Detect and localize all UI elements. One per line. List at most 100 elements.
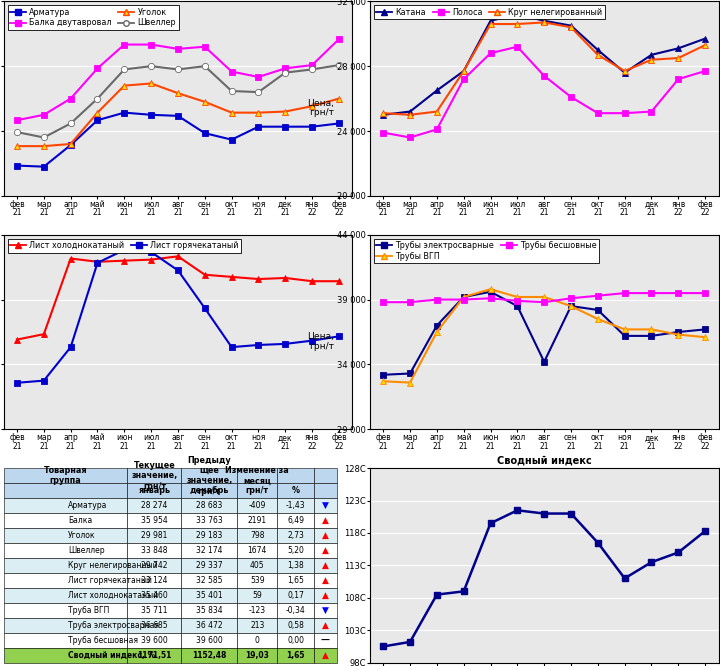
Bar bbox=[238, 558, 277, 573]
Text: 19,03: 19,03 bbox=[246, 651, 269, 660]
Bar bbox=[238, 648, 277, 663]
Bar bbox=[277, 543, 314, 558]
Bar bbox=[4, 498, 127, 513]
Bar bbox=[277, 528, 314, 543]
Text: ▲: ▲ bbox=[322, 546, 329, 555]
Bar bbox=[277, 558, 314, 573]
Text: 213: 213 bbox=[250, 621, 264, 630]
Bar bbox=[314, 558, 337, 573]
Bar bbox=[277, 573, 314, 588]
Text: 32 174: 32 174 bbox=[196, 546, 222, 555]
Bar bbox=[314, 603, 337, 618]
Bar bbox=[181, 513, 238, 528]
Text: 1,65: 1,65 bbox=[287, 576, 304, 585]
Bar bbox=[127, 588, 181, 603]
Bar bbox=[277, 588, 314, 603]
Bar bbox=[181, 633, 238, 648]
Text: ▼: ▼ bbox=[322, 501, 329, 510]
Text: Товарная
группа: Товарная группа bbox=[44, 466, 87, 486]
Text: 1,38: 1,38 bbox=[287, 561, 304, 570]
Text: 28 683: 28 683 bbox=[196, 501, 222, 510]
Text: декабрь: декабрь bbox=[189, 486, 229, 495]
Text: 59: 59 bbox=[253, 591, 262, 600]
Title: Сводный индекс: Сводный индекс bbox=[497, 456, 592, 466]
Legend: Трубы электросварные, Трубы ВГП, Трубы бесшовные: Трубы электросварные, Трубы ВГП, Трубы б… bbox=[374, 239, 599, 263]
Text: -1,43: -1,43 bbox=[286, 501, 305, 510]
Bar bbox=[238, 468, 277, 483]
Text: 0,58: 0,58 bbox=[287, 621, 304, 630]
Text: Изменение за
месяц: Изменение за месяц bbox=[225, 466, 289, 486]
Bar bbox=[181, 483, 238, 498]
Bar bbox=[238, 603, 277, 618]
Text: Текущее
значение,
грн/т: Текущее значение, грн/т bbox=[131, 461, 178, 491]
Text: Сводный индекс, %: Сводный индекс, % bbox=[68, 651, 156, 660]
Bar bbox=[181, 648, 238, 663]
Text: 39 600: 39 600 bbox=[141, 636, 168, 645]
Text: 1,65: 1,65 bbox=[287, 651, 305, 660]
Bar bbox=[238, 588, 277, 603]
Bar bbox=[277, 648, 314, 663]
Legend: Лист холоднокатаный, Лист горячекатаный: Лист холоднокатаный, Лист горячекатаный bbox=[8, 239, 241, 252]
Bar bbox=[314, 633, 337, 648]
Bar bbox=[4, 468, 127, 483]
Bar bbox=[238, 483, 277, 498]
Text: 32 585: 32 585 bbox=[196, 576, 222, 585]
Bar bbox=[4, 633, 127, 648]
Text: ▲: ▲ bbox=[322, 591, 329, 600]
Bar bbox=[277, 603, 314, 618]
Y-axis label: Цена,
грн/т: Цена, грн/т bbox=[307, 99, 334, 117]
Text: —: — bbox=[321, 636, 330, 645]
Text: 6,49: 6,49 bbox=[287, 516, 304, 525]
Text: 1171,51: 1171,51 bbox=[138, 651, 171, 660]
Bar bbox=[238, 633, 277, 648]
Text: 36 685: 36 685 bbox=[141, 621, 168, 630]
Text: 35 711: 35 711 bbox=[141, 606, 168, 615]
Bar bbox=[314, 483, 337, 498]
Text: Труба электросварная: Труба электросварная bbox=[68, 621, 159, 630]
Bar bbox=[127, 633, 181, 648]
Text: 2191: 2191 bbox=[248, 516, 267, 525]
Text: 1674: 1674 bbox=[248, 546, 267, 555]
Bar bbox=[181, 588, 238, 603]
Text: ▲: ▲ bbox=[322, 516, 329, 525]
Bar bbox=[4, 603, 127, 618]
Text: Труба бесшовная: Труба бесшовная bbox=[68, 636, 138, 645]
Bar bbox=[127, 573, 181, 588]
Bar bbox=[127, 513, 181, 528]
Text: ▲: ▲ bbox=[322, 561, 329, 570]
Bar bbox=[314, 498, 337, 513]
Bar bbox=[4, 558, 127, 573]
Bar bbox=[277, 483, 314, 498]
Bar bbox=[181, 498, 238, 513]
Bar bbox=[4, 528, 127, 543]
Text: 33 124: 33 124 bbox=[141, 576, 168, 585]
Text: Арматура: Арматура bbox=[68, 501, 108, 510]
Bar bbox=[181, 528, 238, 543]
Text: 35 834: 35 834 bbox=[196, 606, 222, 615]
Bar bbox=[181, 468, 238, 483]
Bar bbox=[127, 528, 181, 543]
Bar bbox=[277, 633, 314, 648]
Text: ▲: ▲ bbox=[322, 621, 329, 630]
Bar bbox=[314, 513, 337, 528]
Bar bbox=[277, 468, 314, 483]
Bar bbox=[4, 618, 127, 633]
Bar bbox=[238, 573, 277, 588]
Text: 35 954: 35 954 bbox=[141, 516, 168, 525]
Bar bbox=[181, 558, 238, 573]
Text: Лист горячекатаный: Лист горячекатаный bbox=[68, 576, 152, 585]
Bar bbox=[314, 618, 337, 633]
Text: 29 337: 29 337 bbox=[196, 561, 222, 570]
Legend: Арматура, Балка двутавровал, Уголок, Швеллер: Арматура, Балка двутавровал, Уголок, Шве… bbox=[8, 5, 179, 30]
Text: 29 183: 29 183 bbox=[196, 531, 222, 540]
Legend: Катана, Полоса, Круг нелегированный: Катана, Полоса, Круг нелегированный bbox=[374, 5, 605, 19]
Text: 539: 539 bbox=[250, 576, 265, 585]
Bar bbox=[181, 603, 238, 618]
Bar bbox=[127, 648, 181, 663]
Text: 29 742: 29 742 bbox=[141, 561, 168, 570]
Bar bbox=[181, 618, 238, 633]
Text: 0: 0 bbox=[255, 636, 260, 645]
Text: ▼: ▼ bbox=[322, 606, 329, 615]
Text: 1152,48: 1152,48 bbox=[192, 651, 227, 660]
Bar bbox=[314, 648, 337, 663]
